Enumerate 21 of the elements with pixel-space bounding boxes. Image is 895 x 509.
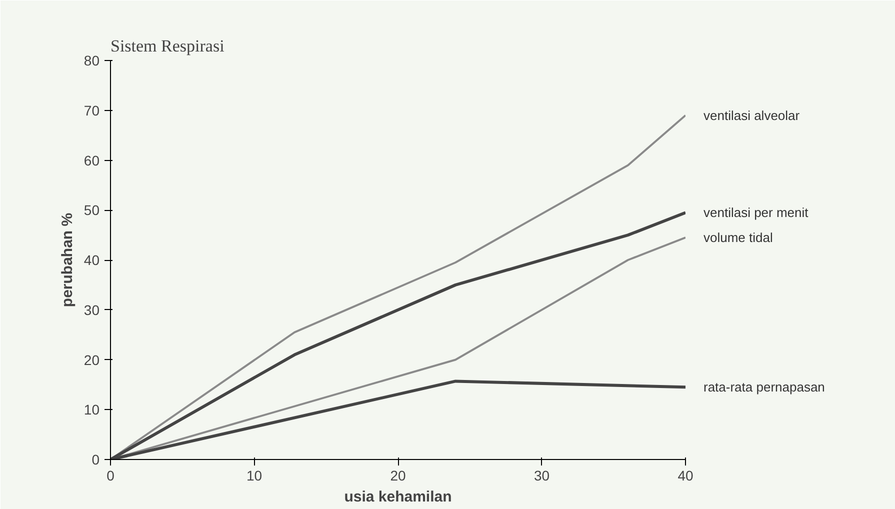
- x-tick-label: 40: [678, 468, 694, 484]
- y-tick-label: 0: [92, 452, 100, 468]
- series-label: volume tidal: [704, 230, 773, 246]
- y-tick-label: 80: [84, 52, 100, 68]
- chart-title: Sistem Respirasi: [110, 36, 225, 56]
- y-tick-label: 20: [84, 352, 100, 368]
- y-tick-label: 30: [84, 302, 100, 318]
- x-tick-label: 0: [106, 468, 115, 484]
- y-axis-title: perubahan %: [58, 212, 76, 308]
- series-label: rata-rata pernapasan: [704, 380, 825, 395]
- y-tick-label: 60: [84, 152, 100, 168]
- y-tick-label: 70: [84, 102, 100, 118]
- series-label: ventilasi per menit: [704, 205, 809, 220]
- series-label: ventilasi alveolar: [704, 108, 800, 123]
- y-tick-label: 10: [84, 402, 100, 418]
- x-tick-label: 10: [246, 468, 262, 484]
- x-axis-title: usia kehamilan: [344, 488, 452, 506]
- y-tick-label: 40: [84, 252, 100, 268]
- y-tick-label: 50: [84, 202, 100, 218]
- x-tick-label: 30: [534, 468, 550, 484]
- x-tick-label: 20: [390, 468, 406, 484]
